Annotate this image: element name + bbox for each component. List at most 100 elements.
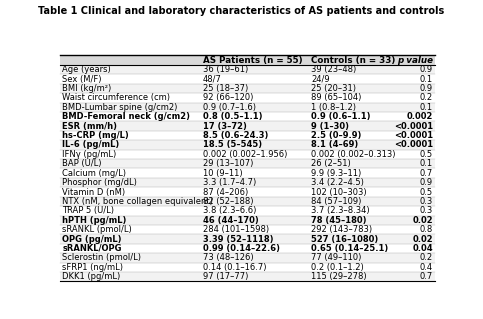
- Bar: [60, 140, 435, 150]
- Bar: [60, 112, 435, 122]
- Text: hs-CRP (mg/L): hs-CRP (mg/L): [62, 131, 129, 140]
- Bar: [60, 225, 435, 234]
- Text: sRANKL (pmol/L): sRANKL (pmol/L): [62, 225, 132, 234]
- Text: OPG (pg/mL): OPG (pg/mL): [62, 234, 122, 244]
- Text: 78 (45–180): 78 (45–180): [311, 216, 367, 225]
- Text: 97 (17–77): 97 (17–77): [203, 272, 248, 281]
- Bar: [60, 93, 435, 102]
- Bar: [60, 159, 435, 168]
- Text: <0.0001: <0.0001: [394, 122, 433, 130]
- Text: 8.5 (0.6–24.3): 8.5 (0.6–24.3): [203, 131, 268, 140]
- Text: 73 (48–126): 73 (48–126): [203, 253, 253, 263]
- Bar: [60, 216, 435, 225]
- Text: 0.1: 0.1: [420, 75, 433, 84]
- Bar: [60, 263, 435, 272]
- Text: BMD-Femoral neck (g/cm2): BMD-Femoral neck (g/cm2): [62, 112, 190, 121]
- Text: IL-6 (pg/mL): IL-6 (pg/mL): [62, 140, 119, 149]
- Text: 46 (44–170): 46 (44–170): [203, 216, 258, 225]
- Text: 0.7: 0.7: [420, 169, 433, 178]
- Bar: [60, 65, 435, 74]
- Text: 48/7: 48/7: [203, 75, 222, 84]
- Text: sRANKL/OPG: sRANKL/OPG: [62, 244, 122, 253]
- Text: p value: p value: [397, 56, 433, 65]
- Text: 0.9: 0.9: [420, 178, 433, 187]
- Text: 9.9 (9.3–11): 9.9 (9.3–11): [311, 169, 361, 178]
- Text: 0.2 (0.1–1.2): 0.2 (0.1–1.2): [311, 263, 364, 272]
- Text: 0.9: 0.9: [420, 65, 433, 74]
- Text: 0.02: 0.02: [412, 234, 433, 244]
- Text: Phosphor (mg/dL): Phosphor (mg/dL): [62, 178, 137, 187]
- Text: DKK1 (pg/mL): DKK1 (pg/mL): [62, 272, 120, 281]
- Bar: [60, 272, 435, 281]
- Text: ESR (mm/h): ESR (mm/h): [62, 122, 117, 130]
- Text: hPTH (pg/mL): hPTH (pg/mL): [62, 216, 127, 225]
- Text: TRAP 5 (U/L): TRAP 5 (U/L): [62, 206, 114, 215]
- Text: 0.65 (0.14–25.1): 0.65 (0.14–25.1): [311, 244, 388, 253]
- Text: 9 (1–30): 9 (1–30): [311, 122, 349, 130]
- Text: Sclerostin (pmol/L): Sclerostin (pmol/L): [62, 253, 141, 263]
- Text: <0.0001: <0.0001: [394, 140, 433, 149]
- Bar: [60, 56, 435, 65]
- Text: 0.04: 0.04: [412, 244, 433, 253]
- Text: 25 (18–37): 25 (18–37): [203, 84, 248, 93]
- Text: 3.39 (52–1118): 3.39 (52–1118): [203, 234, 273, 244]
- Text: Sex (M/F): Sex (M/F): [62, 75, 102, 84]
- Text: 17 (3–72): 17 (3–72): [203, 122, 246, 130]
- Bar: [60, 244, 435, 253]
- Text: 89 (65–104): 89 (65–104): [311, 93, 362, 102]
- Bar: [60, 234, 435, 244]
- Text: BMD-Lumbar spine (g/cm2): BMD-Lumbar spine (g/cm2): [62, 103, 178, 112]
- Text: 18.5 (5–545): 18.5 (5–545): [203, 140, 262, 149]
- Text: Calcium (mg/L): Calcium (mg/L): [62, 169, 126, 178]
- Text: 0.99 (0.14–22.6): 0.99 (0.14–22.6): [203, 244, 280, 253]
- Text: 87 (4–206): 87 (4–206): [203, 188, 248, 197]
- Text: 92 (66–120): 92 (66–120): [203, 93, 253, 102]
- Bar: [60, 74, 435, 84]
- Text: 0.002 (0.002–0.313): 0.002 (0.002–0.313): [311, 150, 396, 159]
- Text: 25 (20–31): 25 (20–31): [311, 84, 356, 93]
- Bar: [60, 150, 435, 159]
- Text: IFNγ (pg/mL): IFNγ (pg/mL): [62, 150, 116, 159]
- Text: 3.4 (2.2–4.5): 3.4 (2.2–4.5): [311, 178, 364, 187]
- Bar: [60, 102, 435, 112]
- Text: <0.0001: <0.0001: [394, 131, 433, 140]
- Text: 0.1: 0.1: [420, 103, 433, 112]
- Text: 3.3 (1.7–4.7): 3.3 (1.7–4.7): [203, 178, 256, 187]
- Text: 0.4: 0.4: [420, 263, 433, 272]
- Text: 527 (16–1080): 527 (16–1080): [311, 234, 378, 244]
- Text: AS Patients (n = 55): AS Patients (n = 55): [203, 56, 302, 65]
- Text: 3.7 (2.3–8.34): 3.7 (2.3–8.34): [311, 206, 370, 215]
- Text: Vitamin D (nM): Vitamin D (nM): [62, 188, 126, 197]
- Text: BAP (U/L): BAP (U/L): [62, 159, 102, 168]
- Text: Controls (n = 33): Controls (n = 33): [311, 56, 396, 65]
- Text: 0.002: 0.002: [407, 112, 433, 121]
- Text: 0.9 (0.7–1.6): 0.9 (0.7–1.6): [203, 103, 256, 112]
- Text: 29 (13–107): 29 (13–107): [203, 159, 253, 168]
- Text: sFRP1 (ng/mL): sFRP1 (ng/mL): [62, 263, 123, 272]
- Text: 115 (29–278): 115 (29–278): [311, 272, 367, 281]
- Bar: [60, 168, 435, 178]
- Text: 39 (23–48): 39 (23–48): [311, 65, 356, 74]
- Text: 2.5 (0–9.9): 2.5 (0–9.9): [311, 131, 362, 140]
- Text: 26 (2–51): 26 (2–51): [311, 159, 351, 168]
- Text: 3.8 (2.3–6.6): 3.8 (2.3–6.6): [203, 206, 256, 215]
- Text: 0.02: 0.02: [412, 216, 433, 225]
- Text: Table 1 Clinical and laboratory characteristics of AS patients and controls: Table 1 Clinical and laboratory characte…: [38, 6, 445, 16]
- Bar: [60, 187, 435, 197]
- Text: Age (years): Age (years): [62, 65, 111, 74]
- Bar: [60, 178, 435, 187]
- Text: 0.14 (0.1–16.7): 0.14 (0.1–16.7): [203, 263, 266, 272]
- Bar: [60, 122, 435, 131]
- Text: 0.1: 0.1: [420, 159, 433, 168]
- Text: BMI (kg/m²): BMI (kg/m²): [62, 84, 112, 93]
- Text: 0.3: 0.3: [420, 206, 433, 215]
- Text: 0.5: 0.5: [420, 150, 433, 159]
- Text: 284 (101–1598): 284 (101–1598): [203, 225, 269, 234]
- Text: 0.5: 0.5: [420, 188, 433, 197]
- Text: NTX (nM, bone collagen equivalent): NTX (nM, bone collagen equivalent): [62, 197, 213, 206]
- Text: 0.2: 0.2: [420, 93, 433, 102]
- Text: 84 (57–109): 84 (57–109): [311, 197, 362, 206]
- Text: 0.9 (0.6–1.1): 0.9 (0.6–1.1): [311, 112, 370, 121]
- Text: 1 (0.8–1.2): 1 (0.8–1.2): [311, 103, 356, 112]
- Text: 24/9: 24/9: [311, 75, 330, 84]
